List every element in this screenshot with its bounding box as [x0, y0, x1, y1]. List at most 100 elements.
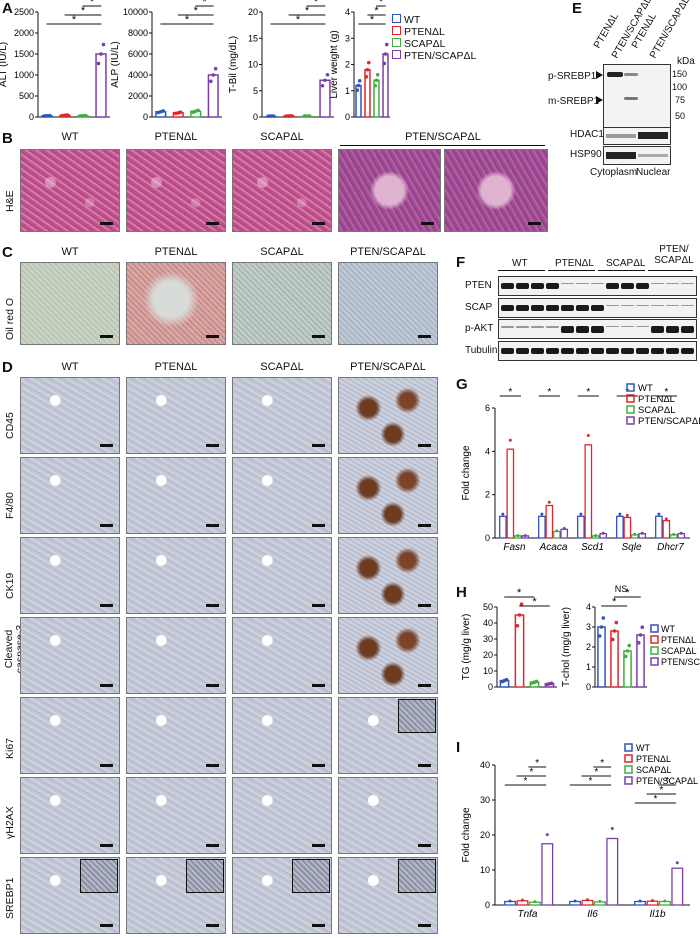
legend-item-pten-scap: PTEN/SCAPΔL — [392, 50, 476, 62]
d-image-4-1 — [126, 697, 226, 774]
i-legend-swatch-3 — [624, 776, 633, 785]
h-legend-swatch-0 — [650, 624, 659, 633]
e-band-m-srebp1: m-SREBP1 — [548, 96, 600, 107]
e-marker-100: 100 — [672, 82, 688, 92]
e-kda: kDa — [677, 56, 695, 67]
f-band-pten: PTEN — [465, 280, 492, 291]
dot-a1-1-2 — [178, 110, 183, 114]
scale-bar — [418, 444, 431, 447]
c-image-scap — [232, 262, 332, 345]
legend-item-pten: PTENΔL — [392, 26, 476, 38]
scale-bar — [312, 604, 325, 607]
y-tick-label-h0-2: 20 — [483, 650, 493, 660]
f-band — [516, 348, 529, 354]
d-image-3-2 — [232, 617, 332, 694]
f-blot-row-2 — [498, 319, 697, 339]
sig-star-a3-1: * — [374, 5, 379, 17]
y-tick-label-h1-2: 2 — [586, 642, 591, 652]
dot-a2-1-2 — [289, 113, 294, 118]
f-band — [651, 326, 664, 333]
y-axis-label-a2: T-Bil (mg/dL) — [228, 36, 239, 93]
y-tick-label-a0-1: 500 — [19, 91, 34, 101]
g-dot-0-3 — [523, 534, 527, 538]
dot-a1-3-0 — [209, 79, 213, 84]
d-inset — [186, 859, 224, 893]
g-xlabel-4: Dhcr7 — [657, 542, 684, 553]
g-bar-3-1 — [623, 516, 632, 539]
f-band — [561, 283, 574, 284]
d-image-6-2 — [232, 857, 332, 934]
b-image-pten-scap-2 — [444, 149, 548, 232]
y-tick-label-a1-3: 6000 — [128, 49, 148, 59]
i-sig-star-1-1: * — [594, 767, 598, 778]
e-marker-150: 150 — [672, 69, 688, 79]
f-band — [621, 283, 634, 289]
e-fraction-nuclear: Nuclear — [636, 167, 671, 178]
i-dot-1-2 — [598, 899, 602, 903]
i-legend-swatch-1 — [624, 754, 633, 763]
i-dot-1-3 — [610, 827, 614, 831]
scale-bar — [100, 444, 113, 447]
i-sig-star-1-0: * — [600, 758, 604, 769]
e-arrow-1 — [596, 71, 603, 79]
sig-star-a2-1: * — [305, 5, 310, 17]
d-image-0-0 — [20, 377, 120, 454]
y-tick-label-a1-2: 4000 — [128, 70, 148, 80]
f-band — [666, 283, 679, 284]
i-xlabel-2: Il1b — [649, 909, 666, 920]
d-inset — [80, 859, 118, 893]
y-tick-label-h0-0: 0 — [488, 682, 493, 692]
y-tick-label-a3-3: 3 — [345, 33, 350, 43]
d-row-1: F4/80 — [4, 492, 16, 519]
dot-h1-3-1 — [638, 633, 643, 637]
f-band — [591, 283, 604, 284]
f-band — [681, 348, 694, 354]
c-image-wt — [20, 262, 120, 345]
scale-bar — [100, 604, 113, 607]
dot-h1-1-1 — [612, 629, 617, 633]
g-dot-1-0 — [540, 512, 544, 516]
g-dot-0-0 — [501, 512, 505, 516]
d-image-4-0 — [20, 697, 120, 774]
panel-label-f: F — [456, 254, 466, 271]
i-legend-label-2: SCAPΔL — [636, 765, 672, 775]
sig-star-a0-2: * — [72, 14, 77, 26]
y-tick-label-h0-1: 10 — [483, 666, 493, 676]
g-bar-1-3 — [560, 528, 569, 539]
dot-a0-3-0 — [96, 61, 101, 66]
g-sig-star-2: * — [586, 387, 590, 398]
g-legend-swatch-3 — [626, 416, 635, 425]
dot-a3-1-2 — [366, 60, 371, 65]
sig-star-h1-1: * — [612, 596, 617, 608]
dot-a1-3-2 — [213, 66, 218, 71]
y-tick-label-a3-2: 2 — [345, 60, 350, 70]
y-tick-label-a2-4: 20 — [248, 7, 258, 17]
d-header-pten: PTENΔL — [154, 361, 198, 373]
f-band — [681, 305, 694, 306]
g-dot-1-3 — [562, 526, 566, 530]
i-legend-label-0: WT — [636, 743, 650, 753]
y-tick-label-a1-1: 2000 — [128, 91, 148, 101]
i-dot-0-3 — [545, 833, 549, 837]
f-band — [561, 305, 574, 311]
f-band — [576, 305, 589, 311]
g-bar-4-0 — [655, 515, 663, 539]
e-arrow-2 — [596, 96, 603, 104]
sig-star-a1-1: * — [194, 5, 199, 17]
i-sig-star-2-1: * — [659, 785, 663, 796]
f-band — [651, 348, 664, 354]
scale-bar — [100, 764, 113, 767]
f-band — [636, 305, 649, 306]
panel-label-e: E — [572, 0, 583, 17]
f-group-pten: PTENΔL — [555, 258, 594, 269]
h-legend-swatch-2 — [650, 646, 659, 655]
f-blot-row-3 — [498, 341, 697, 361]
e-blot-srebp1 — [603, 64, 671, 128]
d-image-5-0 — [20, 777, 120, 854]
f-band — [636, 348, 649, 354]
dot-h1-1-0 — [610, 637, 615, 642]
dot-h0-1-2 — [519, 602, 524, 606]
c-image-pten-scap — [338, 262, 438, 345]
f-band — [531, 348, 544, 354]
dot-a2-2-0 — [302, 114, 307, 118]
